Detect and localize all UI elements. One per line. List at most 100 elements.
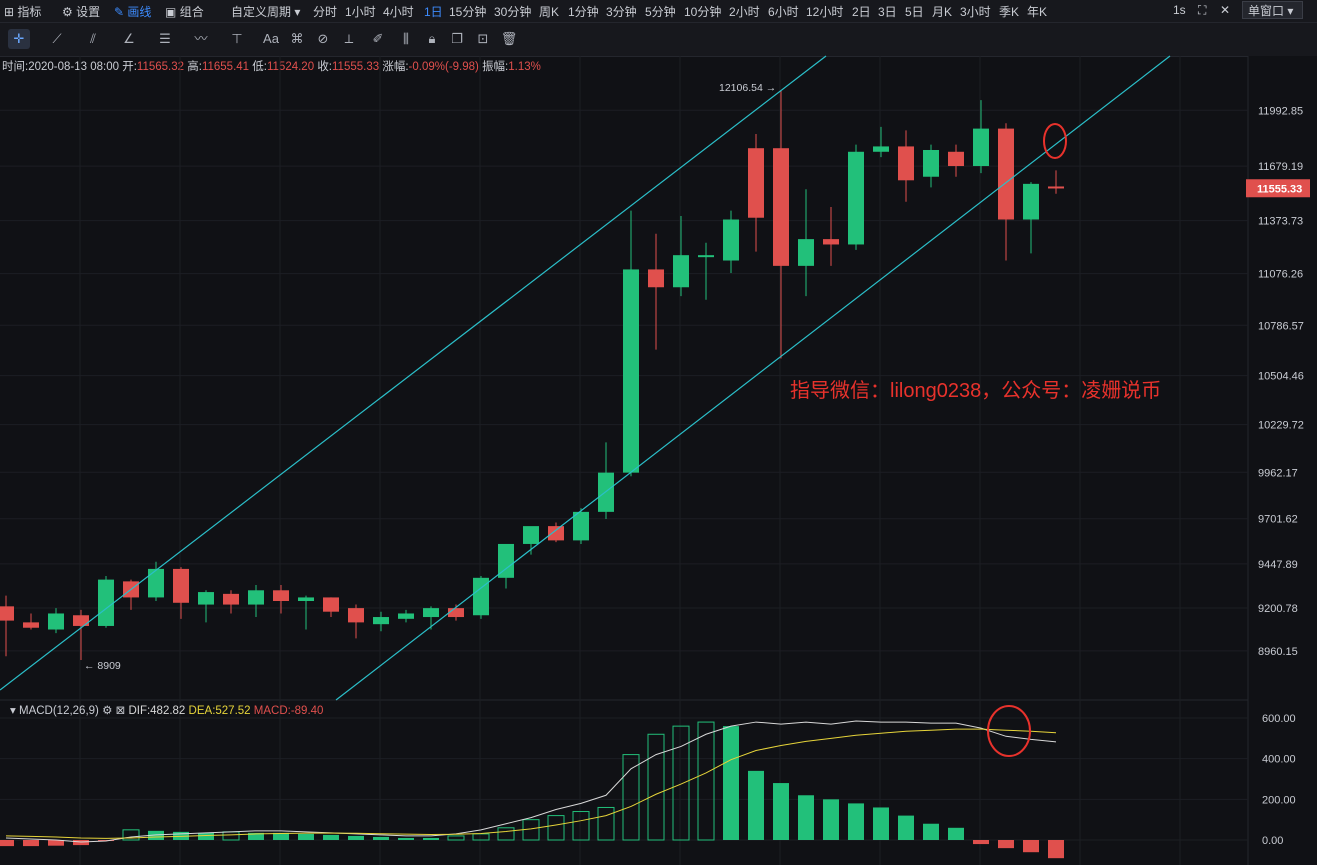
- period-tab[interactable]: 3小时: [960, 5, 991, 19]
- magnet-icon[interactable]: ⊘: [317, 31, 329, 46]
- period-tab[interactable]: 周K: [539, 5, 560, 19]
- period-tab[interactable]: 5日: [905, 5, 924, 19]
- macd-tick-label: 600.00: [1262, 713, 1296, 725]
- candle-body: [173, 568, 189, 603]
- price-tick-label: 9962.17: [1258, 467, 1298, 479]
- macd-histogram-bar: [447, 835, 465, 841]
- period-tab[interactable]: 4小时: [383, 5, 414, 19]
- macd-histogram-bar: [122, 829, 140, 841]
- screenshot-icon[interactable]: ⊡: [477, 31, 489, 46]
- crosshair-icon[interactable]: ✛: [8, 29, 30, 49]
- candle-body: [248, 590, 264, 605]
- lock-icon[interactable]: 🔒︎: [428, 31, 436, 46]
- price-tick-label: 9701.62: [1258, 514, 1298, 526]
- macd-close-icon[interactable]: ⊠: [115, 705, 126, 717]
- period-tab[interactable]: 年K: [1027, 5, 1048, 19]
- period-tab[interactable]: 5分钟: [645, 5, 676, 19]
- price-tick-label: 10504.46: [1258, 371, 1304, 383]
- current-price-label: 11555.33: [1257, 183, 1302, 195]
- period-tab[interactable]: 1日: [424, 5, 443, 19]
- macd-histogram-bar: [248, 832, 264, 840]
- period-tab[interactable]: 3分钟: [606, 5, 637, 19]
- macd-histogram-bar: [298, 833, 314, 840]
- candle-body: [523, 526, 539, 544]
- period-tab[interactable]: 月K: [932, 5, 953, 19]
- macd-histogram-bar: [572, 811, 590, 841]
- gear-icon: ⚙: [62, 5, 73, 19]
- current-price-tag: [1246, 179, 1310, 198]
- period-tab[interactable]: 30分钟: [494, 5, 532, 19]
- copy-icon[interactable]: ❐: [451, 31, 463, 46]
- macd-histogram-bar: [773, 783, 789, 840]
- measure-icon[interactable]: ⊤: [231, 31, 243, 46]
- channel-upper-line: [0, 55, 827, 691]
- candle-body: [998, 128, 1014, 220]
- macd-histogram-bar: [273, 832, 289, 840]
- parallel-channel-icon[interactable]: ⫽: [90, 31, 96, 46]
- close-label: 收:: [317, 61, 333, 73]
- candle-body: [98, 579, 114, 626]
- ruler-icon[interactable]: ⟂: [344, 31, 354, 46]
- period-tab[interactable]: 6小时: [768, 5, 799, 19]
- text-icon[interactable]: Aa: [263, 31, 279, 46]
- settings-button[interactable]: ⚙ 设置: [62, 3, 100, 20]
- combo-button[interactable]: ▣ 组合: [165, 3, 204, 20]
- pattern-icon[interactable]: ⌘: [290, 31, 304, 46]
- macd-histogram-bar: [1023, 840, 1039, 853]
- custom-period-dropdown[interactable]: 自定义周期 ▾: [231, 3, 300, 20]
- collapse-icon[interactable]: ▾: [10, 705, 16, 717]
- candle-body: [423, 608, 439, 618]
- macd-histogram-bar: [148, 830, 164, 840]
- candle-body: [0, 606, 14, 621]
- macd-histogram-bar: [0, 840, 14, 847]
- brush-icon[interactable]: ✐: [372, 31, 384, 46]
- chevron-down-icon: ▾: [1287, 4, 1294, 18]
- period-tab[interactable]: 1分钟: [568, 5, 599, 19]
- macd-histogram-bar: [1048, 840, 1064, 859]
- period-tab[interactable]: 分时: [313, 5, 338, 19]
- period-tab[interactable]: 2日: [852, 5, 871, 19]
- horizontal-lines-icon[interactable]: ☰: [159, 31, 171, 46]
- period-tab[interactable]: 2小时: [729, 5, 760, 19]
- period-tab[interactable]: 10分钟: [684, 5, 722, 19]
- candle-body: [448, 608, 464, 618]
- window-mode-dropdown[interactable]: 单窗口 ▾: [1242, 1, 1303, 19]
- fullscreen-icon[interactable]: ⛶: [1198, 3, 1207, 17]
- indicator-button[interactable]: ⊞ 指标: [4, 3, 41, 20]
- period-tab[interactable]: 3日: [878, 5, 897, 19]
- period-tab[interactable]: 1小时: [345, 5, 376, 19]
- price-axis-background: [1248, 56, 1317, 865]
- candle-body: [973, 128, 989, 167]
- period-tab[interactable]: 15分钟: [449, 5, 487, 19]
- wave-icon[interactable]: 〰: [194, 31, 208, 46]
- angle-icon[interactable]: ∠: [123, 31, 135, 46]
- candle-icon[interactable]: ⫼: [403, 31, 409, 46]
- candle-body: [498, 543, 514, 578]
- price-tick-label: 10786.57: [1258, 320, 1304, 332]
- annotation-circle-price: [1043, 123, 1067, 159]
- period-tab[interactable]: 季K: [999, 5, 1020, 19]
- macd-histogram-bar: [73, 840, 89, 846]
- macd-settings-icon[interactable]: ⚙: [102, 705, 113, 717]
- trendline-icon[interactable]: ⟋: [52, 31, 62, 46]
- macd-histogram-bar: [48, 840, 64, 846]
- candle-body: [473, 577, 489, 616]
- macd-tick-label: 0.00: [1262, 835, 1283, 847]
- price-tick-label: 9447.89: [1258, 559, 1298, 571]
- macd-histogram-bar: [622, 754, 640, 841]
- draw-button[interactable]: ✎ 画线: [114, 3, 151, 20]
- period-tab[interactable]: 12小时: [806, 5, 844, 19]
- price-tick-label: 10229.72: [1258, 420, 1304, 432]
- candle-body: [873, 146, 889, 152]
- close-icon[interactable]: ✕: [1220, 3, 1231, 17]
- price-tick-label: 9200.78: [1258, 603, 1298, 615]
- refresh-interval[interactable]: 1s: [1173, 3, 1186, 17]
- macd-histogram-bar: [547, 815, 565, 841]
- price-tick-label: 11373.73: [1258, 216, 1303, 228]
- macd-histogram-bar: [198, 832, 214, 840]
- chevron-down-icon: ▾: [294, 5, 301, 19]
- macd-histogram-bar: [723, 726, 739, 840]
- candle-body: [548, 526, 564, 541]
- trash-icon[interactable]: 🗑︎: [500, 31, 518, 46]
